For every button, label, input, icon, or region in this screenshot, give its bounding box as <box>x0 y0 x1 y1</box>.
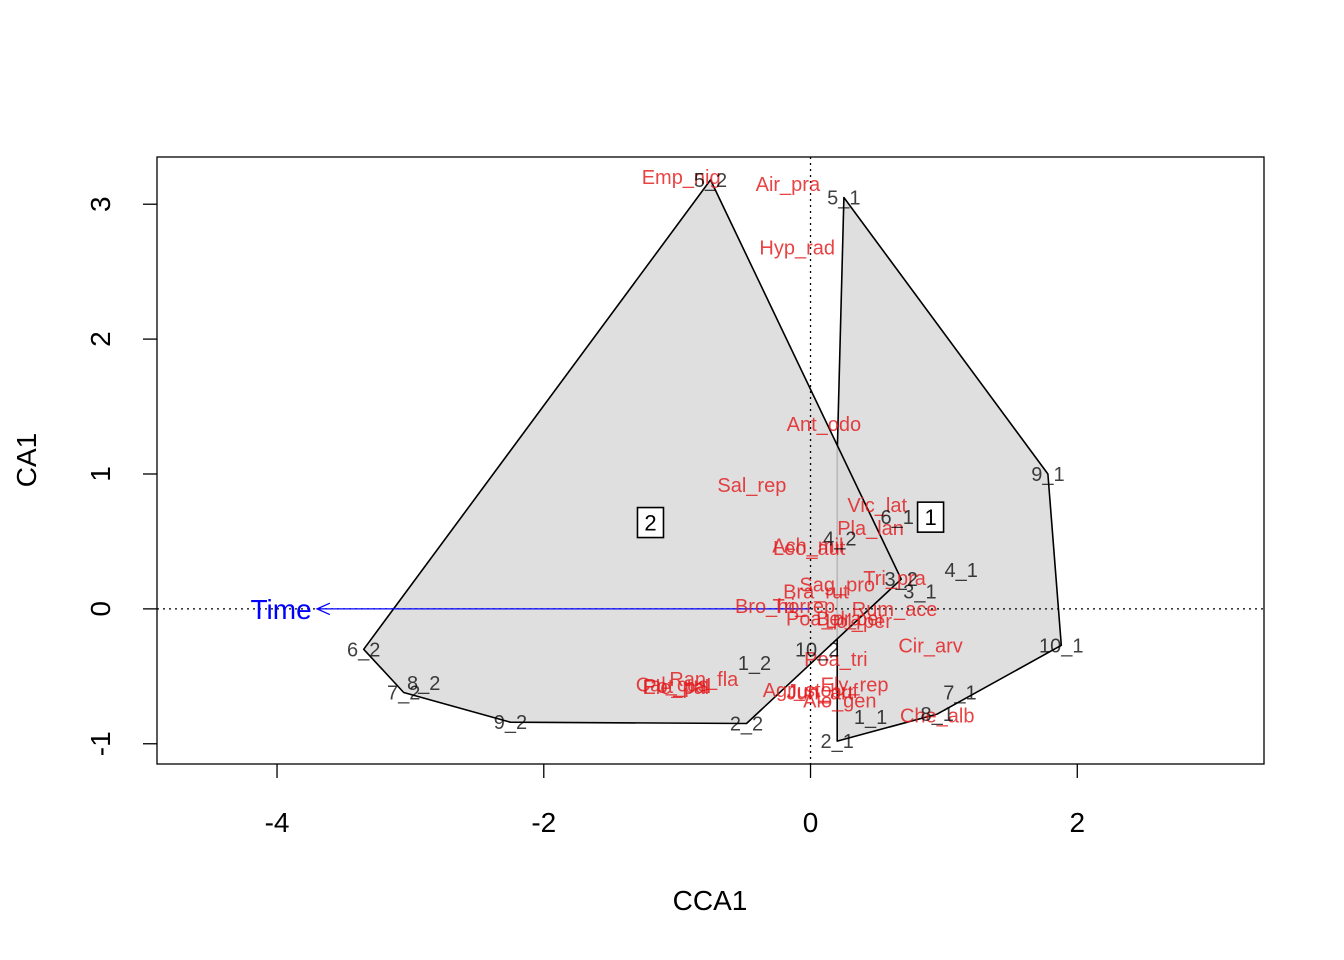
y-tick-label: 3 <box>85 196 116 212</box>
species-label: Hyp_rad <box>759 237 835 259</box>
site-label: 3_2 <box>885 569 918 591</box>
species-label: Ely_rep <box>821 674 889 696</box>
y-tick-label: -1 <box>85 731 116 756</box>
hull-polygon-1 <box>836 196 1063 742</box>
species-label: Air_pra <box>756 174 821 196</box>
plot-frame <box>156 156 1265 765</box>
species-label: Ach_mil <box>772 535 843 557</box>
y-tick-label: 1 <box>85 466 116 482</box>
species-label: Jun_buf <box>787 681 859 703</box>
species-label: Cal_cus <box>636 674 708 696</box>
species-label: Emp_nig <box>642 167 721 189</box>
site-label: 9_2 <box>494 712 527 734</box>
species-label: Lol_per <box>825 611 892 633</box>
hull-layer <box>362 179 1063 742</box>
species-label: Ran_fla <box>669 669 739 691</box>
x-axis-title: CCA1 <box>673 885 748 916</box>
species-label: Vic_lat <box>847 495 907 517</box>
species-label: Poa_tri <box>804 649 867 671</box>
site-label: 2_2 <box>730 714 763 736</box>
site-label: 3_1 <box>903 581 936 603</box>
site-label: 9_1 <box>1031 464 1064 486</box>
species-label: Agr_sto <box>763 680 832 702</box>
site-label: 4_1 <box>945 560 978 582</box>
species-label: Tri_rep <box>773 596 836 618</box>
site-label: 8_2 <box>407 673 440 695</box>
species-label: Bra_rut <box>783 581 849 603</box>
species-label: Cir_arv <box>898 635 962 657</box>
species-label: Che_alb <box>900 705 975 727</box>
species-label: Rum_ace <box>852 599 938 621</box>
species-label: Bro_hor <box>735 596 806 618</box>
group-label: 2 <box>644 511 656 536</box>
site-label: 10_1 <box>1039 635 1084 657</box>
site-label: 4_2 <box>823 529 856 551</box>
species-label: Ele_pal <box>642 677 709 699</box>
x-tick-label: -4 <box>265 807 290 838</box>
site-label: 10_2 <box>795 639 840 661</box>
y-tick-label: 0 <box>85 601 116 617</box>
species-label: Leo_aut <box>773 538 846 560</box>
species-label: Bel_per <box>816 608 885 630</box>
site-label: 6_2 <box>347 639 380 661</box>
y-axis-title: CA1 <box>11 433 42 487</box>
vector-layer: Time <box>250 594 811 625</box>
group-label-box-2 <box>636 506 665 539</box>
site-label: 5_1 <box>827 187 860 209</box>
y-tick-label: 2 <box>85 331 116 347</box>
species-label: Tri_pra <box>863 568 926 590</box>
group-label: 1 <box>924 505 936 530</box>
species-label: Pla_lan <box>837 518 904 540</box>
species-layer: Emp_nig Air_pra Hyp_rad Ant_odo Sal_rep Vic_l… <box>636 167 975 727</box>
species-label: Ant_odo <box>787 414 862 436</box>
site-label: 8_1 <box>921 704 954 726</box>
species-label: Jun_art <box>787 683 854 705</box>
x-tick-label: -2 <box>531 807 556 838</box>
site-label: 7_2 <box>387 683 420 705</box>
env-vector-arrowhead-time <box>315 602 331 616</box>
site-label: 2_1 <box>821 731 854 753</box>
site-label: 5_2 <box>694 170 727 192</box>
species-label: Alo_gen <box>803 691 876 713</box>
site-label: 1_1 <box>854 707 887 729</box>
species-label: Poa_pra <box>786 608 862 630</box>
site-layer: 5_2 5_1 9_1 6_1 4_2 3_2 4_1 3_1 10_1 10_2 1_2 6_2 8_… <box>347 170 1083 753</box>
species-label: Pot_pal <box>643 676 711 698</box>
site-label: 7_1 <box>943 683 976 705</box>
site-label: 1_2 <box>738 653 771 675</box>
group-label-box-1 <box>916 501 945 533</box>
species-label: Sag_pro <box>799 575 875 597</box>
x-tick-label: 0 <box>803 807 819 838</box>
species-label: Sal_rep <box>717 475 786 497</box>
hull-polygon-2 <box>362 179 903 725</box>
centroid-layer: 12 <box>636 501 945 539</box>
x-tick-label: 2 <box>1069 807 1085 838</box>
env-vector-label: Time <box>250 594 311 625</box>
site-label: 6_1 <box>881 507 914 529</box>
